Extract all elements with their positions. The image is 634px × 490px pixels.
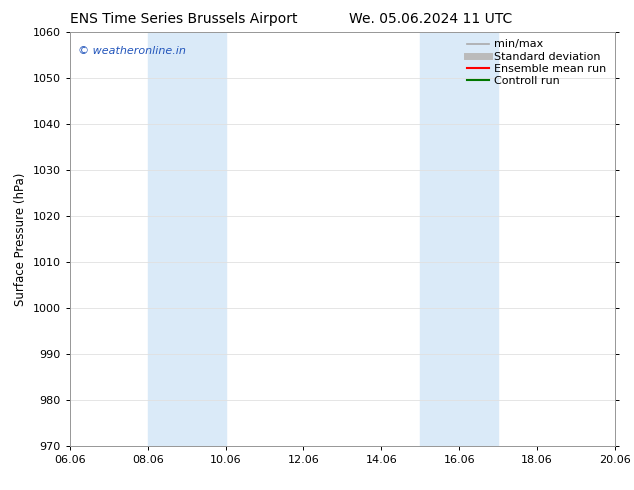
Y-axis label: Surface Pressure (hPa): Surface Pressure (hPa): [14, 172, 27, 306]
Bar: [420, 32, 498, 446]
Text: © weatheronline.in: © weatheronline.in: [78, 47, 186, 56]
Text: We. 05.06.2024 11 UTC: We. 05.06.2024 11 UTC: [349, 12, 513, 26]
Legend: min/max, Standard deviation, Ensemble mean run, Controll run: min/max, Standard deviation, Ensemble me…: [467, 40, 607, 86]
Bar: [148, 32, 226, 446]
Text: ENS Time Series Brussels Airport: ENS Time Series Brussels Airport: [70, 12, 297, 26]
